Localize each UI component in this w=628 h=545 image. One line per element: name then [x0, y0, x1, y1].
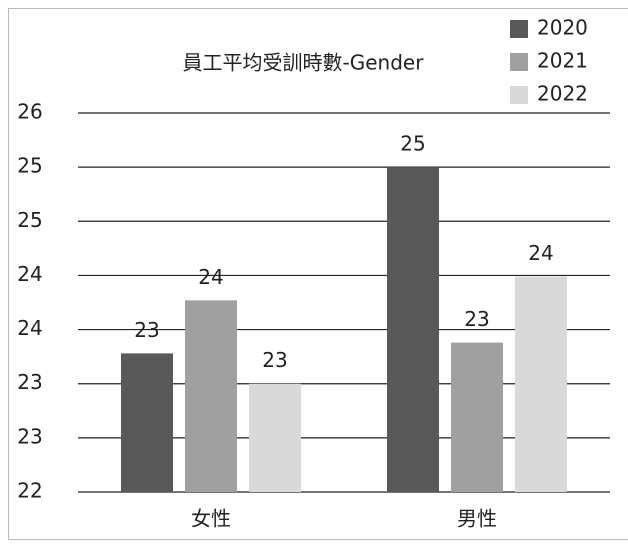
- chart-frame: [8, 8, 628, 540]
- y-tick-label: 23: [17, 424, 42, 448]
- data-label: 24: [528, 241, 553, 265]
- legend-label: 2021: [537, 49, 588, 73]
- chart-title: 員工平均受訓時數-Gender: [183, 51, 425, 75]
- bar: [121, 353, 173, 492]
- y-tick-label: 26: [17, 100, 42, 124]
- legend-swatch: [510, 53, 528, 71]
- data-label: 23: [262, 348, 287, 372]
- data-label: 23: [464, 307, 489, 331]
- bar: [249, 383, 301, 492]
- bar: [387, 167, 439, 492]
- data-label: 23: [134, 318, 159, 342]
- legend-swatch: [510, 86, 528, 104]
- y-tick-label: 24: [17, 262, 42, 286]
- data-label: 25: [400, 132, 425, 156]
- y-tick-label: 25: [17, 154, 42, 178]
- legend-label: 2020: [537, 16, 588, 40]
- y-tick-label: 23: [17, 370, 42, 394]
- x-tick-label: 男性: [457, 507, 497, 531]
- legend-label: 2022: [537, 82, 588, 106]
- bar: [515, 276, 567, 492]
- bar: [185, 300, 237, 492]
- y-tick-label: 25: [17, 208, 42, 232]
- data-label: 24: [198, 265, 223, 289]
- y-tick-label: 24: [17, 316, 42, 340]
- x-tick-label: 女性: [191, 507, 231, 531]
- bar: [451, 342, 503, 492]
- y-tick-label: 22: [17, 479, 42, 503]
- legend-swatch: [510, 20, 528, 38]
